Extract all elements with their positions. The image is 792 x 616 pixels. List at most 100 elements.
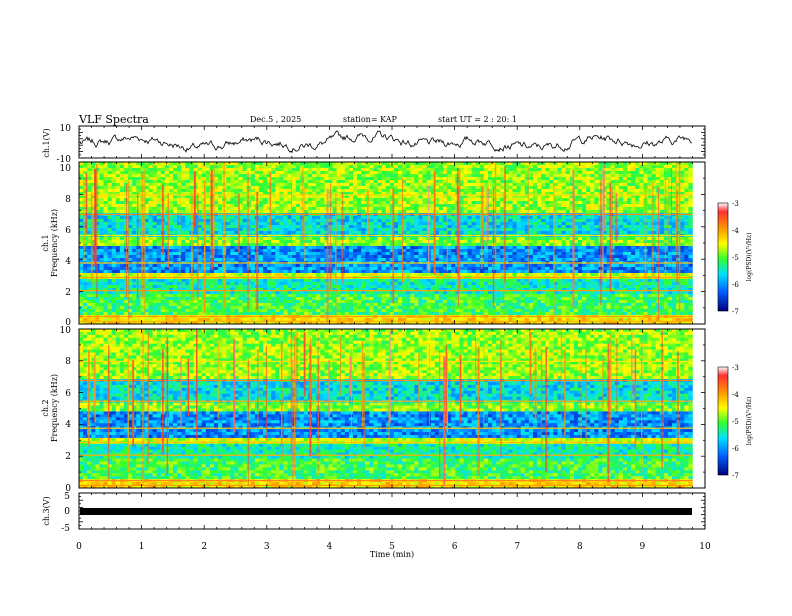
- ch1-spectrogram-cell: [144, 207, 149, 211]
- ch1-spectrogram-cell: [398, 186, 403, 190]
- ch1-spectrogram-cell: [614, 186, 620, 190]
- ch1-spectrogram-cell: [398, 240, 403, 244]
- ch1-spectrogram-cell: [99, 192, 104, 196]
- ch1-spectrogram-cell: [573, 231, 579, 235]
- ch1-spectrogram-cell: [492, 183, 497, 187]
- ch1-spectrogram-cell: [185, 186, 190, 190]
- ch1-spectrogram-cell: [467, 201, 472, 205]
- ch1-spectrogram-cell: [242, 189, 247, 193]
- ch1-spectrogram-cell: [586, 225, 591, 229]
- ch1-spectrogram-cell: [361, 252, 366, 256]
- ch1-spectrogram-cell: [79, 204, 84, 208]
- ch1-spectrogram-cell: [402, 240, 407, 244]
- ch1-spectrogram-cell: [230, 252, 235, 256]
- ch1-spectrogram-cell: [197, 219, 202, 223]
- ch1-spectrogram-cell: [377, 201, 382, 205]
- ch1-spectrogram-cell: [471, 186, 477, 190]
- ch1-spectrogram-cell: [361, 183, 366, 187]
- ch1-spectrogram-cell: [639, 222, 644, 226]
- ch1-spectrogram-cell: [680, 231, 685, 235]
- ch1-spectrogram-cell: [541, 171, 546, 175]
- ch1-spectrogram-cell: [173, 162, 178, 166]
- ch1-spectrogram-cell: [614, 168, 620, 172]
- ch1-spectrogram-cell: [95, 222, 100, 226]
- ch1-spectrogram-cell: [541, 189, 546, 193]
- ch1-spectrogram-cell: [107, 225, 113, 229]
- ch1-spectrogram-cell: [618, 204, 624, 208]
- ch1-spectrogram-cell: [459, 255, 464, 259]
- ch1-spectrogram-cell: [524, 189, 530, 193]
- ch1-spectrogram-cell: [107, 237, 113, 241]
- ch1-spectrogram-cell: [590, 189, 595, 193]
- ch1-spectrogram-cell: [655, 252, 661, 256]
- ch1-spectrogram-cell: [344, 219, 350, 223]
- ch1-spectrogram-cell: [438, 162, 444, 166]
- ch1-spectrogram-cell: [684, 177, 689, 181]
- ch1-spectrogram-cell: [148, 195, 153, 199]
- ch1-spectrogram-cell: [594, 168, 599, 172]
- ch1-spectrogram-cell: [263, 231, 268, 235]
- ch1-spectrogram-cell: [492, 210, 497, 214]
- ch1-spectrogram-cell: [132, 216, 137, 220]
- ch1-spectrogram-cell: [111, 168, 117, 172]
- ch1-spectrogram-cell: [549, 174, 554, 178]
- ch1-spectrogram-cell: [594, 225, 599, 229]
- ch1-spectrogram-cell: [177, 219, 182, 223]
- ch1-spectrogram-cell: [561, 237, 566, 241]
- ch1-spectrogram-cell: [107, 240, 113, 244]
- ch1-spectrogram-cell: [434, 255, 440, 259]
- ch1-spectrogram-cell: [438, 180, 444, 184]
- ch1-spectrogram-cell: [185, 219, 190, 223]
- ch1-spectrogram-cell: [271, 195, 276, 199]
- ch1-spectrogram-cell: [312, 204, 317, 208]
- ch1-spectrogram-cell: [606, 198, 611, 202]
- ch1-spectrogram-cell: [381, 177, 387, 181]
- ch1-spectrogram-cell: [622, 222, 628, 226]
- ch1-spectrogram-cell: [263, 195, 268, 199]
- ch1-spectrogram-cell: [647, 222, 652, 226]
- ch1-spectrogram-cell: [238, 183, 243, 187]
- ch1-spectrogram-cell: [463, 210, 468, 214]
- ch1-spectrogram-cell: [557, 180, 562, 184]
- ch1-spectrogram-cell: [463, 195, 468, 199]
- ch1-spectrogram-cell: [406, 186, 411, 190]
- ch1-spectrogram-cell: [144, 168, 149, 172]
- ch1-spectrogram-cell: [557, 165, 562, 169]
- ch1-spectrogram-cell: [95, 207, 100, 211]
- ch1-spectrogram-cell: [128, 165, 133, 169]
- ch1-spectrogram-cell: [418, 255, 423, 259]
- ch1-spectrogram-cell: [471, 180, 477, 184]
- ch1-spectrogram-cell: [123, 177, 129, 181]
- ch1-spectrogram-cell: [308, 183, 313, 187]
- ch1-spectrogram-cell: [688, 198, 693, 202]
- ch1-spectrogram-cell: [152, 225, 158, 229]
- ch1-spectrogram-cell: [144, 249, 149, 253]
- ch1-spectrogram-cell: [582, 231, 587, 235]
- ch1-spectrogram-cell: [95, 216, 100, 220]
- ch1-spectrogram-cell: [107, 252, 113, 256]
- ch1-spectrogram-cell: [83, 228, 88, 232]
- ch1-spectrogram-cell: [312, 165, 317, 169]
- ch1-spectrogram-cell: [246, 204, 252, 208]
- ch1-spectrogram-cell: [606, 195, 611, 199]
- ch1-spectrogram-cell: [230, 243, 235, 247]
- ch1-spectrogram-cell: [496, 210, 501, 214]
- ch1-spectrogram-cell: [627, 225, 632, 229]
- ch1-spectrogram-cell: [148, 177, 153, 181]
- ch1-spectrogram-cell: [565, 240, 571, 244]
- ch1-spectrogram-cell: [111, 204, 117, 208]
- ch1-spectrogram-cell: [197, 216, 202, 220]
- ch1-spectrogram-cell: [148, 249, 153, 253]
- ch1-spectrogram-cell: [487, 180, 493, 184]
- ch1-spectrogram-cell: [291, 210, 297, 214]
- ch1-spectrogram-cell: [590, 222, 595, 226]
- ch1-spectrogram-cell: [594, 216, 599, 220]
- ch1-spectrogram-cell: [152, 186, 158, 190]
- ch1-spectrogram-cell: [128, 240, 133, 244]
- ch1-spectrogram-cell: [230, 231, 235, 235]
- ch1-spectrogram-cell: [418, 216, 423, 220]
- ch1-spectrogram-cell: [87, 207, 92, 211]
- ch1-spectrogram-cell: [565, 249, 571, 253]
- ch1-spectrogram-cell: [426, 165, 432, 169]
- ch1-spectrogram-cell: [487, 204, 493, 208]
